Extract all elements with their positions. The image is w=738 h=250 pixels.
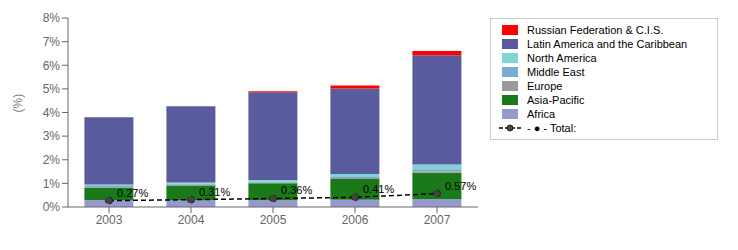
html-text:Latin America and the Caribbea: Latin America and the Caribbean xyxy=(527,38,688,50)
svg-text:1%: 1% xyxy=(43,177,61,191)
html-text:Middle East: Middle East xyxy=(527,66,585,78)
html-text:North America: North America xyxy=(527,52,597,64)
svg-text:4%: 4% xyxy=(43,106,61,120)
svg-text:0.27%: 0.27% xyxy=(117,187,148,199)
svg-text:2004: 2004 xyxy=(178,213,205,227)
html-text:- ● - Total:: - ● - Total: xyxy=(527,122,577,134)
svg-text:2007: 2007 xyxy=(424,213,451,227)
svg-text:7%: 7% xyxy=(43,35,61,49)
svg-text:2%: 2% xyxy=(43,153,61,167)
svg-text:5%: 5% xyxy=(43,82,61,96)
svg-text:6%: 6% xyxy=(43,59,61,73)
svg-text:0.31%: 0.31% xyxy=(199,186,230,198)
html-text:Europe: Europe xyxy=(527,80,563,92)
html-text:Asia-Pacific: Asia-Pacific xyxy=(527,94,585,106)
svg-text:0%: 0% xyxy=(43,200,61,214)
svg-text:3%: 3% xyxy=(43,129,61,143)
html-text:Russian Federation & C.I.S.: Russian Federation & C.I.S. xyxy=(527,24,664,36)
svg-text:2006: 2006 xyxy=(342,213,369,227)
html-text:Africa: Africa xyxy=(527,108,556,120)
svg-text:0.41%: 0.41% xyxy=(363,183,394,195)
svg-text:0.57%: 0.57% xyxy=(445,180,476,192)
svg-text:2005: 2005 xyxy=(260,213,287,227)
svg-text:(%): (%) xyxy=(11,94,25,113)
svg-text:0.36%: 0.36% xyxy=(281,184,312,196)
svg-text:8%: 8% xyxy=(43,11,61,25)
svg-text:2003: 2003 xyxy=(96,213,123,227)
